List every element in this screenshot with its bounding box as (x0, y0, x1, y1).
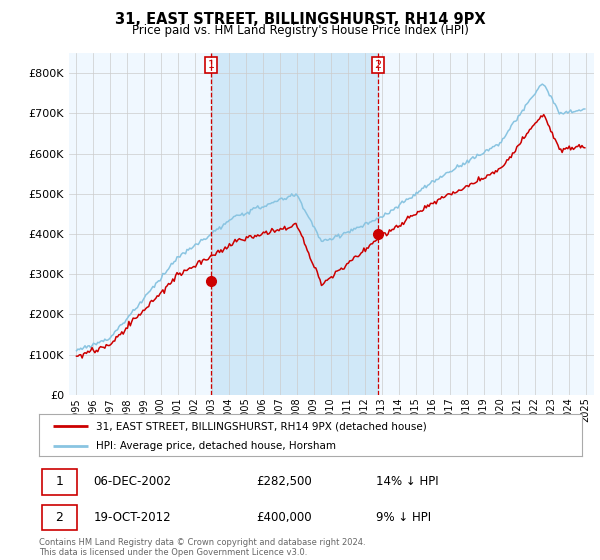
Text: 2: 2 (55, 511, 64, 524)
Text: 19-OCT-2012: 19-OCT-2012 (94, 511, 171, 524)
Text: 1: 1 (208, 60, 215, 70)
FancyBboxPatch shape (42, 469, 77, 494)
Text: 14% ↓ HPI: 14% ↓ HPI (376, 475, 438, 488)
Text: £400,000: £400,000 (256, 511, 312, 524)
Text: HPI: Average price, detached house, Horsham: HPI: Average price, detached house, Hors… (96, 441, 336, 451)
Text: £282,500: £282,500 (256, 475, 312, 488)
Text: 9% ↓ HPI: 9% ↓ HPI (376, 511, 431, 524)
Text: Contains HM Land Registry data © Crown copyright and database right 2024.
This d: Contains HM Land Registry data © Crown c… (39, 538, 365, 557)
Text: 2: 2 (374, 60, 382, 70)
Bar (211, 53, 378, 395)
Text: 1: 1 (55, 475, 64, 488)
Text: 31, EAST STREET, BILLINGSHURST, RH14 9PX (detached house): 31, EAST STREET, BILLINGSHURST, RH14 9PX… (96, 421, 427, 431)
Text: Price paid vs. HM Land Registry's House Price Index (HPI): Price paid vs. HM Land Registry's House … (131, 24, 469, 36)
Text: 31, EAST STREET, BILLINGSHURST, RH14 9PX: 31, EAST STREET, BILLINGSHURST, RH14 9PX (115, 12, 485, 27)
Text: 06-DEC-2002: 06-DEC-2002 (94, 475, 172, 488)
FancyBboxPatch shape (42, 505, 77, 530)
